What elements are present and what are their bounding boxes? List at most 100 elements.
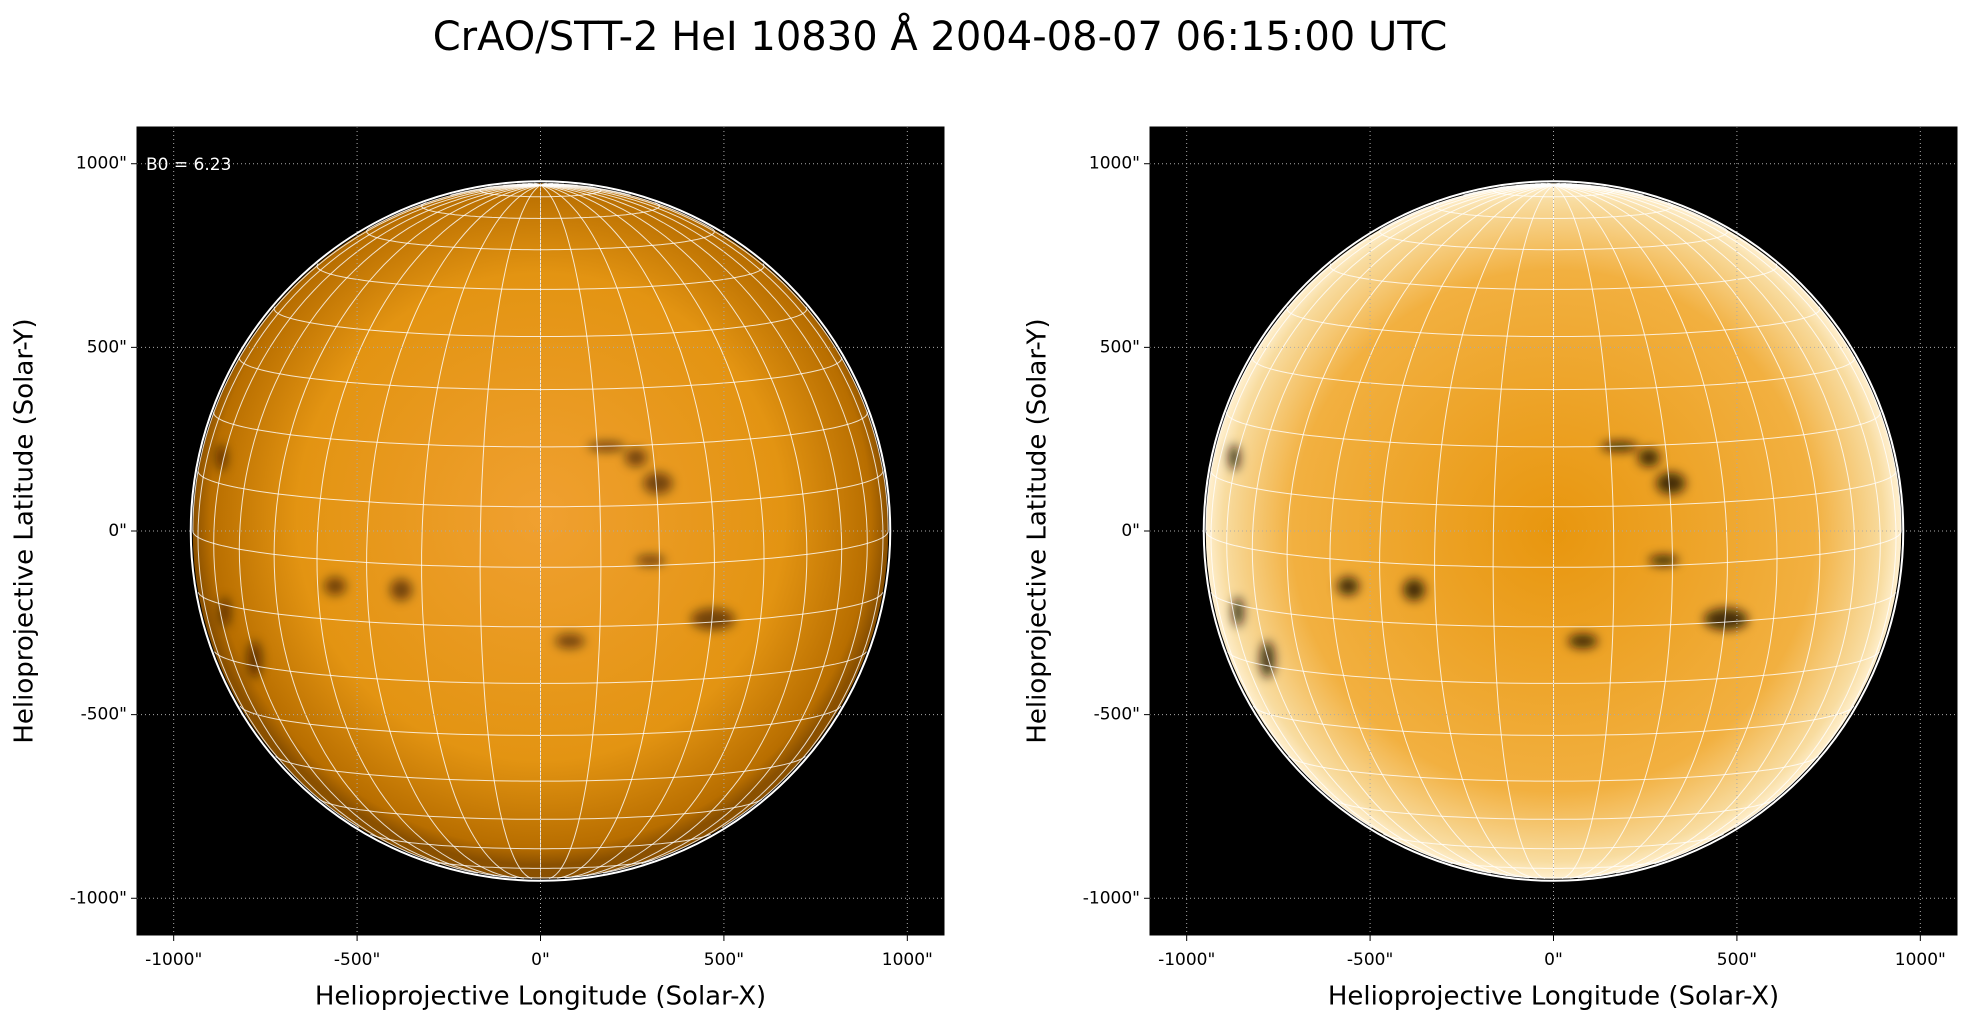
- figure-title: CrAO/STT-2 HeI 10830 Å 2004-08-07 06:15:…: [433, 12, 1448, 60]
- heliographic-grid: [316, 184, 541, 878]
- x-tick-label: 1000": [1895, 950, 1946, 970]
- x-tick-label: -500": [334, 950, 380, 970]
- heliographic-grid: [540, 184, 808, 877]
- heliographic-grid: [1226, 184, 1554, 865]
- dark-feature: [1637, 448, 1660, 467]
- heliographic-grid: [1286, 306, 1821, 337]
- heliographic-grid: [540, 184, 660, 879]
- heliographic-grid: [273, 306, 808, 337]
- dark-feature: [1228, 444, 1240, 471]
- heliographic-grid: [1553, 182, 1560, 186]
- x-tick-label: 0": [531, 950, 550, 970]
- heliographic-grid: [1329, 184, 1554, 878]
- heliographic-grid: [1379, 184, 1554, 879]
- x-axis-label: Helioprojective Longitude (Solar-X): [315, 982, 766, 1012]
- x-tick-label: 1000": [882, 950, 933, 970]
- y-tick-label: -500": [81, 705, 127, 725]
- dark-feature: [1232, 597, 1244, 627]
- y-axis-label: Helioprojective Latitude (Solar-Y): [1023, 318, 1053, 743]
- heliographic-grid: [421, 184, 541, 879]
- annotation: B0 = 6.23: [146, 155, 231, 175]
- heliographic-grid: [1383, 833, 1724, 850]
- heliographic-grid: [316, 263, 765, 290]
- heliographic-grid: [197, 184, 541, 829]
- heliographic-grid: [1382, 184, 1554, 229]
- dark-feature: [324, 576, 347, 596]
- heliographic-grid: [540, 184, 715, 879]
- x-axis-label: Helioprojective Longitude (Solar-X): [1328, 982, 1779, 1012]
- x-tick-label: 0": [1544, 950, 1563, 970]
- heliographic-grid: [275, 755, 806, 782]
- dark-feature: [1703, 608, 1748, 631]
- x-tick-label: -1000": [145, 950, 202, 970]
- y-tick-label: 1000": [76, 154, 127, 174]
- heliographic-grid: [1492, 184, 1554, 879]
- heliographic-grid: [1553, 183, 1566, 186]
- heliographic-grid: [427, 859, 654, 869]
- heliographic-grid: [479, 184, 541, 879]
- heliographic-grid: [238, 356, 843, 391]
- x-tick-label: -500": [1347, 950, 1393, 970]
- heliographic-grid: [1226, 411, 1881, 448]
- heliographic-grid: [1553, 184, 1778, 878]
- y-tick-label: 1000": [1089, 154, 1140, 174]
- y-tick-label: 0": [108, 521, 127, 541]
- heliographic-grid: [540, 184, 889, 532]
- heliographic-grid: [1553, 184, 1902, 532]
- y-tick-label: 500": [87, 337, 127, 357]
- heliographic-grid: [197, 592, 884, 628]
- x-tick-label: 500": [1717, 950, 1757, 970]
- y-tick-label: 500": [1100, 337, 1140, 357]
- heliographic-grid: [479, 186, 602, 198]
- dark-feature: [643, 472, 673, 495]
- heliographic-grid: [366, 184, 541, 879]
- axes-frame: [136, 126, 945, 936]
- heliographic-grid: [540, 184, 602, 879]
- heliographic-grid: [1505, 875, 1602, 879]
- heliographic-grid: [197, 470, 884, 508]
- heliographic-grid: [192, 184, 541, 532]
- heliographic-grid: [1210, 470, 1897, 508]
- heliographic-grid: [421, 202, 660, 220]
- heliographic-grid: [1210, 592, 1897, 628]
- heliographic-grid: [213, 184, 541, 865]
- heliographic-grid: [1210, 184, 1554, 829]
- dark-feature: [1656, 472, 1686, 495]
- heliographic-grid: [492, 875, 589, 879]
- y-tick-label: 0": [1121, 521, 1140, 541]
- heliographic-grid: [540, 184, 765, 878]
- dark-feature: [1403, 578, 1426, 601]
- dark-feature: [219, 597, 231, 627]
- heliographic-grid: [1553, 184, 1821, 877]
- heliographic-grid: [540, 184, 868, 865]
- y-tick-label: -1000": [1083, 888, 1140, 908]
- dark-feature: [555, 633, 585, 649]
- heliographic-grid: [370, 833, 711, 850]
- solar-limb: [189, 180, 892, 882]
- heliographic-grid: [1434, 184, 1554, 879]
- dark-feature: [635, 554, 666, 566]
- dark-feature: [1568, 633, 1598, 649]
- heliographic-grid: [1251, 356, 1856, 391]
- heliographic-grid: [1553, 184, 1615, 879]
- heliographic-grid: [366, 227, 715, 251]
- heliographic-grid: [1440, 859, 1667, 869]
- heliographic-grid: [1329, 263, 1778, 290]
- dark-features: [1228, 441, 1748, 678]
- heliographic-grid: [1286, 184, 1554, 877]
- x-tick-label: 500": [704, 950, 744, 970]
- y-tick-label: -1000": [70, 888, 127, 908]
- heliographic-grid: [1205, 184, 1554, 532]
- heliographic-grid: [1553, 184, 1881, 865]
- heliographic-grid: [1553, 184, 1673, 879]
- dark-feature: [390, 578, 413, 601]
- heliographic-grid: [540, 184, 884, 829]
- solar-limb: [1202, 180, 1905, 882]
- heliographic-grid: [1553, 184, 1728, 879]
- axes-frame: [1149, 126, 1958, 936]
- dark-feature: [690, 608, 735, 631]
- heliographic-grid: [540, 182, 547, 186]
- heliographic-grid: [1434, 202, 1673, 220]
- heliographic-grid: [1379, 227, 1728, 251]
